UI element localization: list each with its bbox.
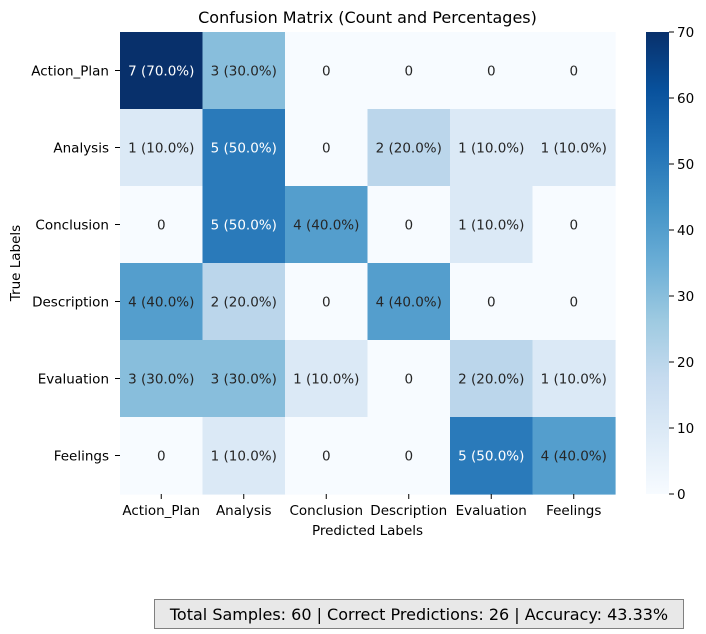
cell-label: 1 (10.0%) — [128, 141, 194, 157]
heatmap-cell — [367, 417, 451, 495]
y-tick-label: Evaluation — [38, 372, 109, 388]
heatmap-cell — [532, 186, 616, 264]
heatmap-cell — [532, 109, 616, 187]
heatmap-cell — [450, 109, 534, 187]
heatmap-cell — [367, 109, 451, 187]
cell-label: 2 (20.0%) — [458, 372, 524, 388]
heatmap-cell — [120, 340, 204, 418]
heatmap-cell — [367, 32, 451, 110]
heatmap-cell — [450, 263, 534, 341]
y-tick-label: Feelings — [54, 449, 109, 465]
colorbar-tick-label: 10 — [677, 421, 694, 437]
x-tick-label: Action_Plan — [122, 503, 200, 519]
cell-label: 5 (50.0%) — [211, 141, 277, 157]
cell-label: 0 — [157, 218, 166, 234]
heatmap-cell — [202, 340, 286, 418]
colorbar-tick-label: 70 — [677, 25, 694, 41]
y-tick-label: Conclusion — [35, 218, 109, 234]
heatmap-cell — [285, 340, 369, 418]
cell-label: 1 (10.0%) — [541, 141, 607, 157]
cell-label: 2 (20.0%) — [211, 295, 277, 311]
colorbar-tick-label: 50 — [677, 157, 694, 173]
y-tick-label: Description — [32, 295, 109, 311]
cell-label: 0 — [322, 64, 331, 80]
heatmap-cell — [285, 417, 369, 495]
colorbar-tick-label: 30 — [677, 289, 694, 305]
heatmap-cell — [285, 186, 369, 264]
heatmap-cell — [367, 340, 451, 418]
cell-label: 0 — [157, 449, 166, 465]
cell-label: 3 (30.0%) — [128, 372, 194, 388]
x-tick-label: Description — [370, 503, 447, 519]
cell-label: 1 (10.0%) — [293, 372, 359, 388]
x-tick-label: Evaluation — [456, 503, 527, 519]
cell-label: 5 (50.0%) — [211, 218, 277, 234]
cell-label: 0 — [322, 449, 331, 465]
colorbar-tick-label: 40 — [677, 223, 694, 239]
cell-label: 2 (20.0%) — [376, 141, 442, 157]
cell-label: 7 (70.0%) — [128, 64, 194, 80]
y-tick-label: Analysis — [53, 141, 109, 157]
cell-label: 0 — [487, 295, 496, 311]
cell-label: 0 — [404, 64, 413, 80]
heatmap-cell — [202, 32, 286, 110]
x-tick-label: Analysis — [216, 503, 272, 519]
colorbar-tick-label: 60 — [677, 91, 694, 107]
summary-box: Total Samples: 60 | Correct Predictions:… — [154, 599, 684, 629]
cell-label: 4 (40.0%) — [293, 218, 359, 234]
heatmap-cell — [532, 263, 616, 341]
x-tick-label: Conclusion — [289, 503, 363, 519]
heatmap-cell — [120, 417, 204, 495]
heatmap-cell — [285, 263, 369, 341]
cell-label: 0 — [404, 218, 413, 234]
cell-label: 1 (10.0%) — [458, 218, 524, 234]
colorbar-tick-label: 0 — [677, 487, 686, 503]
heatmap-cell — [120, 263, 204, 341]
heatmap-cell — [202, 417, 286, 495]
chart-title: Confusion Matrix (Count and Percentages) — [198, 8, 537, 27]
cell-label: 1 (10.0%) — [211, 449, 277, 465]
heatmap-cell — [450, 186, 534, 264]
heatmap-cell — [450, 32, 534, 110]
heatmap-cell — [532, 340, 616, 418]
x-axis-label: Predicted Labels — [312, 523, 423, 539]
heatmap-cell — [202, 186, 286, 264]
heatmap-cell — [120, 32, 204, 110]
heatmap-cell — [202, 109, 286, 187]
cell-label: 5 (50.0%) — [458, 449, 524, 465]
summary-text: Total Samples: 60 | Correct Predictions:… — [169, 604, 669, 624]
cell-label: 4 (40.0%) — [128, 295, 194, 311]
heatmap-cell — [367, 186, 451, 264]
y-tick-label: Action_Plan — [31, 64, 109, 80]
cell-label: 3 (30.0%) — [211, 64, 277, 80]
heatmap-cell — [450, 417, 534, 495]
heatmap-cell — [532, 32, 616, 110]
cell-label: 0 — [404, 372, 413, 388]
cell-label: 4 (40.0%) — [376, 295, 442, 311]
heatmap-cell — [450, 340, 534, 418]
cell-label: 0 — [569, 64, 578, 80]
heatmap-cell — [202, 263, 286, 341]
x-tick-label: Feelings — [546, 503, 601, 519]
confusion-matrix-chart: Confusion Matrix (Count and Percentages)… — [8, 8, 694, 539]
cell-label: 3 (30.0%) — [211, 372, 277, 388]
cell-label: 0 — [569, 295, 578, 311]
heatmap-cell — [285, 32, 369, 110]
heatmap-cell — [120, 109, 204, 187]
cell-label: 0 — [322, 141, 331, 157]
cell-label: 0 — [569, 218, 578, 234]
cell-label: 1 (10.0%) — [458, 141, 524, 157]
heatmap-cell — [120, 186, 204, 264]
cell-label: 0 — [322, 295, 331, 311]
heatmap-cell — [367, 263, 451, 341]
colorbar — [646, 32, 669, 494]
cell-label: 4 (40.0%) — [541, 449, 607, 465]
y-axis-label: True Labels — [8, 225, 24, 302]
cell-label: 1 (10.0%) — [541, 372, 607, 388]
colorbar-tick-label: 20 — [677, 355, 694, 371]
cell-label: 0 — [404, 449, 413, 465]
cell-label: 0 — [487, 64, 496, 80]
heatmap-cell — [532, 417, 616, 495]
heatmap-cell — [285, 109, 369, 187]
